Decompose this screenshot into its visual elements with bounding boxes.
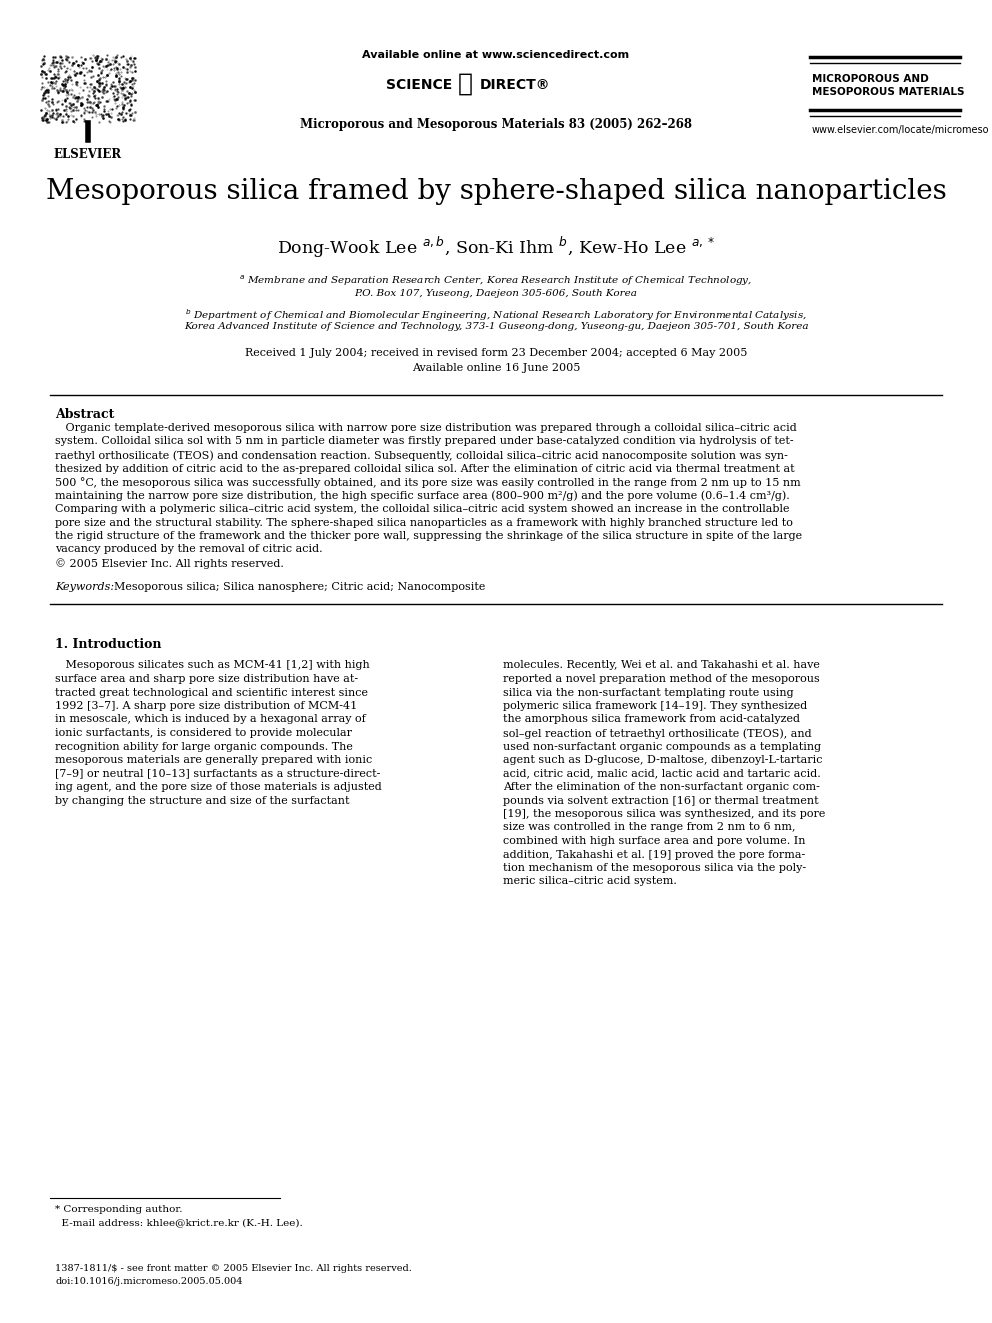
Text: 1992 [3–7]. A sharp pore size distribution of MCM-41: 1992 [3–7]. A sharp pore size distributi… xyxy=(55,701,357,710)
Text: sol–gel reaction of tetraethyl orthosilicate (TEOS), and: sol–gel reaction of tetraethyl orthosili… xyxy=(503,728,811,738)
Text: Comparing with a polymeric silica–citric acid system, the colloidal silica–citri: Comparing with a polymeric silica–citric… xyxy=(55,504,790,515)
Text: © 2005 Elsevier Inc. All rights reserved.: © 2005 Elsevier Inc. All rights reserved… xyxy=(55,558,284,569)
Text: thesized by addition of citric acid to the as-prepared colloidal silica sol. Aft: thesized by addition of citric acid to t… xyxy=(55,463,795,474)
Text: Received 1 July 2004; received in revised form 23 December 2004; accepted 6 May : Received 1 July 2004; received in revise… xyxy=(245,348,747,359)
Text: meric silica–citric acid system.: meric silica–citric acid system. xyxy=(503,877,677,886)
Text: silica via the non-surfactant templating route using: silica via the non-surfactant templating… xyxy=(503,688,794,697)
Text: [7–9] or neutral [10–13] surfactants as a structure-direct-: [7–9] or neutral [10–13] surfactants as … xyxy=(55,769,380,778)
Text: the rigid structure of the framework and the thicker pore wall, suppressing the : the rigid structure of the framework and… xyxy=(55,531,803,541)
Text: Mesoporous silica framed by sphere-shaped silica nanoparticles: Mesoporous silica framed by sphere-shape… xyxy=(46,179,946,205)
Text: vacancy produced by the removal of citric acid.: vacancy produced by the removal of citri… xyxy=(55,545,322,554)
Text: reported a novel preparation method of the mesoporous: reported a novel preparation method of t… xyxy=(503,673,819,684)
Text: 500 °C, the mesoporous silica was successfully obtained, and its pore size was e: 500 °C, the mesoporous silica was succes… xyxy=(55,478,801,488)
Text: MICROPOROUS AND: MICROPOROUS AND xyxy=(812,74,929,83)
Text: pounds via solvent extraction [16] or thermal treatment: pounds via solvent extraction [16] or th… xyxy=(503,795,818,806)
Text: size was controlled in the range from 2 nm to 6 nm,: size was controlled in the range from 2 … xyxy=(503,823,796,832)
Text: acid, citric acid, malic acid, lactic acid and tartaric acid.: acid, citric acid, malic acid, lactic ac… xyxy=(503,769,820,778)
Text: Mesoporous silica; Silica nanosphere; Citric acid; Nanocomposite: Mesoporous silica; Silica nanosphere; Ci… xyxy=(107,582,485,591)
Text: Mesoporous silicates such as MCM-41 [1,2] with high: Mesoporous silicates such as MCM-41 [1,2… xyxy=(55,660,370,671)
Text: 1. Introduction: 1. Introduction xyxy=(55,639,162,651)
Text: www.elsevier.com/locate/micromeso: www.elsevier.com/locate/micromeso xyxy=(812,124,989,135)
Text: P.O. Box 107, Yuseong, Daejeon 305-606, South Korea: P.O. Box 107, Yuseong, Daejeon 305-606, … xyxy=(354,288,638,298)
Text: agent such as D-glucose, D-maltose, dibenzoyl-L-tartaric: agent such as D-glucose, D-maltose, dibe… xyxy=(503,755,822,765)
Text: Keywords:: Keywords: xyxy=(55,582,114,591)
Text: mesoporous materials are generally prepared with ionic: mesoporous materials are generally prepa… xyxy=(55,755,372,765)
Text: molecules. Recently, Wei et al. and Takahashi et al. have: molecules. Recently, Wei et al. and Taka… xyxy=(503,660,819,671)
Text: tracted great technological and scientific interest since: tracted great technological and scientif… xyxy=(55,688,368,697)
Text: system. Colloidal silica sol with 5 nm in particle diameter was firstly prepared: system. Colloidal silica sol with 5 nm i… xyxy=(55,437,794,446)
Text: 1387-1811/$ - see front matter © 2005 Elsevier Inc. All rights reserved.: 1387-1811/$ - see front matter © 2005 El… xyxy=(55,1263,412,1273)
Text: polymeric silica framework [14–19]. They synthesized: polymeric silica framework [14–19]. They… xyxy=(503,701,807,710)
Text: Abstract: Abstract xyxy=(55,407,114,421)
Text: used non-surfactant organic compounds as a templating: used non-surfactant organic compounds as… xyxy=(503,741,821,751)
Text: ELSEVIER: ELSEVIER xyxy=(54,148,122,161)
Text: After the elimination of the non-surfactant organic com-: After the elimination of the non-surfact… xyxy=(503,782,819,792)
Text: surface area and sharp pore size distribution have at-: surface area and sharp pore size distrib… xyxy=(55,673,358,684)
Text: addition, Takahashi et al. [19] proved the pore forma-: addition, Takahashi et al. [19] proved t… xyxy=(503,849,806,860)
Text: Dong-Wook Lee $^{a,b}$, Son-Ki Ihm $^{b}$, Kew-Ho Lee $^{a,*}$: Dong-Wook Lee $^{a,b}$, Son-Ki Ihm $^{b}… xyxy=(277,235,715,261)
Text: Korea Advanced Institute of Science and Technology, 373-1 Guseong-dong, Yuseong-: Korea Advanced Institute of Science and … xyxy=(184,321,808,331)
Text: Available online at www.sciencedirect.com: Available online at www.sciencedirect.co… xyxy=(362,50,630,60)
Text: ionic surfactants, is considered to provide molecular: ionic surfactants, is considered to prov… xyxy=(55,728,352,738)
Text: maintaining the narrow pore size distribution, the high specific surface area (8: maintaining the narrow pore size distrib… xyxy=(55,491,790,501)
Text: doi:10.1016/j.micromeso.2005.05.004: doi:10.1016/j.micromeso.2005.05.004 xyxy=(55,1277,242,1286)
Text: DIRECT®: DIRECT® xyxy=(480,78,551,93)
Text: [19], the mesoporous silica was synthesized, and its pore: [19], the mesoporous silica was synthesi… xyxy=(503,808,825,819)
Text: in mesoscale, which is induced by a hexagonal array of: in mesoscale, which is induced by a hexa… xyxy=(55,714,366,725)
Text: $^{a}$ Membrane and Separation Research Center, Korea Research Institute of Chem: $^{a}$ Membrane and Separation Research … xyxy=(239,274,753,288)
Text: the amorphous silica framework from acid-catalyzed: the amorphous silica framework from acid… xyxy=(503,714,800,725)
Text: SCIENCE: SCIENCE xyxy=(386,78,452,93)
Text: Organic template-derived mesoporous silica with narrow pore size distribution wa: Organic template-derived mesoporous sili… xyxy=(55,423,797,433)
Text: raethyl orthosilicate (TEOS) and condensation reaction. Subsequently, colloidal : raethyl orthosilicate (TEOS) and condens… xyxy=(55,450,788,460)
Text: ⓓ: ⓓ xyxy=(458,71,473,97)
Text: recognition ability for large organic compounds. The: recognition ability for large organic co… xyxy=(55,741,353,751)
Text: * Corresponding author.: * Corresponding author. xyxy=(55,1205,183,1215)
Text: combined with high surface area and pore volume. In: combined with high surface area and pore… xyxy=(503,836,806,845)
Text: E-mail address: khlee@krict.re.kr (K.-H. Lee).: E-mail address: khlee@krict.re.kr (K.-H.… xyxy=(55,1218,303,1226)
Text: Microporous and Mesoporous Materials 83 (2005) 262–268: Microporous and Mesoporous Materials 83 … xyxy=(300,118,692,131)
Text: Available online 16 June 2005: Available online 16 June 2005 xyxy=(412,363,580,373)
Text: pore size and the structural stability. The sphere-shaped silica nanoparticles a: pore size and the structural stability. … xyxy=(55,517,793,528)
Text: MESOPOROUS MATERIALS: MESOPOROUS MATERIALS xyxy=(812,87,964,97)
Text: $^{b}$ Department of Chemical and Biomolecular Engineering, National Research La: $^{b}$ Department of Chemical and Biomol… xyxy=(186,307,806,323)
Text: tion mechanism of the mesoporous silica via the poly-: tion mechanism of the mesoporous silica … xyxy=(503,863,806,873)
Text: ing agent, and the pore size of those materials is adjusted: ing agent, and the pore size of those ma… xyxy=(55,782,382,792)
Text: by changing the structure and size of the surfactant: by changing the structure and size of th… xyxy=(55,795,349,806)
